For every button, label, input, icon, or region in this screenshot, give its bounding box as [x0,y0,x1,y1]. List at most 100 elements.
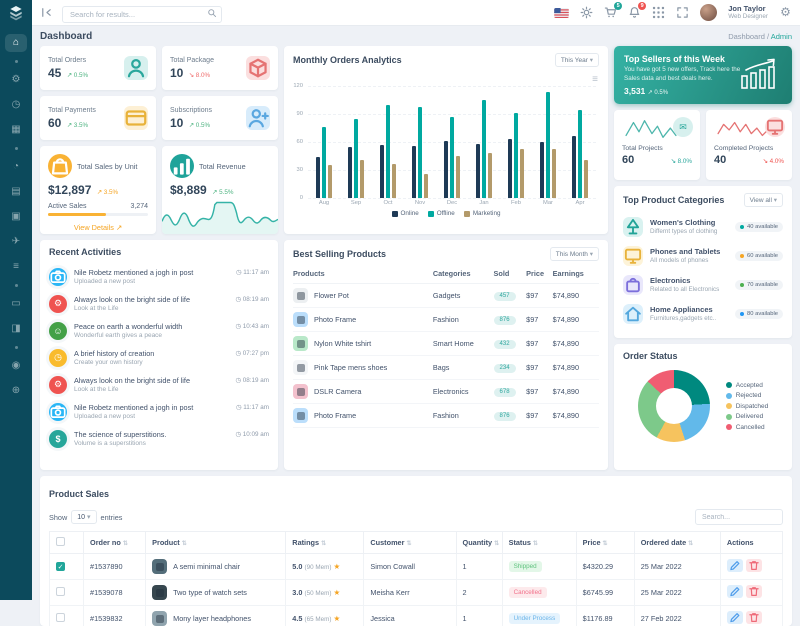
categories-filter-select[interactable]: View all ▾ [744,193,783,207]
table-search-input[interactable] [695,509,783,525]
apps-grid-icon[interactable] [652,6,665,19]
column-header[interactable]: Price⇅ [576,532,634,554]
bar-offline[interactable] [578,110,583,198]
bar-online[interactable] [476,144,481,198]
view-details-link[interactable]: View Details ↗ [48,223,148,232]
sidebar-item-settings[interactable]: ⚙ [5,71,27,89]
top-sellers-card[interactable]: Top Sellers of this Week You have got 5 … [614,46,792,104]
edit-button[interactable] [727,559,743,572]
legend-item[interactable]: Online [392,210,419,217]
sidebar-item-apps[interactable]: ▦ [5,121,27,139]
sidebar-item-home[interactable]: ⌂ [5,34,27,52]
column-header[interactable]: Categories [433,266,494,284]
column-header[interactable]: Products [293,266,433,284]
edit-button[interactable] [727,611,743,624]
activity-item[interactable]: $The science of superstitions.Volume is … [49,425,269,452]
app-logo-icon[interactable] [0,0,32,26]
breadcrumb-main[interactable]: Dashboard [728,32,765,41]
bar-marketing[interactable] [584,160,589,198]
column-header[interactable]: Status⇅ [502,532,576,554]
donut-legend-item[interactable]: Rejected [726,392,769,399]
column-header[interactable]: Ordered date⇅ [634,532,720,554]
theme-toggle-icon[interactable] [580,6,593,19]
legend-item[interactable]: Offline [428,210,455,217]
bar-offline[interactable] [322,127,327,198]
bar-online[interactable] [572,136,577,198]
sidebar-item-gallery[interactable]: ▤ [5,183,27,201]
bar-offline[interactable] [482,100,487,198]
cart-icon[interactable]: 5 [604,6,617,19]
column-header[interactable]: Customer⇅ [364,532,456,554]
delete-button[interactable] [746,585,762,598]
bar-offline[interactable] [450,117,455,198]
bar-online[interactable] [348,147,353,198]
user-menu[interactable]: Jon Taylor Web Designer [728,5,768,21]
legend-item[interactable]: Marketing [464,210,501,217]
bar-marketing[interactable] [360,160,365,198]
entries-select[interactable]: 10 ▾ [71,510,96,524]
row-checkbox[interactable] [56,613,65,622]
search-input[interactable] [62,6,222,23]
bar-offline[interactable] [418,107,423,198]
sidebar-item-tables[interactable]: ≡ [5,258,27,276]
bar-marketing[interactable] [520,149,525,198]
chart-period-select[interactable]: This Year ▾ [555,53,599,67]
column-header[interactable]: Ratings⇅ [286,532,364,554]
column-header[interactable]: Quantity⇅ [456,532,502,554]
bar-offline[interactable] [386,105,391,198]
bar-online[interactable] [316,157,321,198]
sidebar-item-globe[interactable]: ⊕ [5,382,27,400]
bar-online[interactable] [380,145,385,198]
column-header[interactable]: Price [526,266,552,284]
order-status-donut-chart[interactable] [638,370,710,442]
delete-button[interactable] [746,611,762,624]
bar-online[interactable] [444,141,449,198]
row-checkbox[interactable]: ✓ [56,562,65,571]
column-header[interactable]: Earnings [553,266,599,284]
select-all-checkbox[interactable] [56,537,65,546]
edit-button[interactable] [727,585,743,598]
fullscreen-icon[interactable] [676,6,689,19]
bar-marketing[interactable] [456,156,461,198]
sidebar-item-widgets[interactable]: ◨ [5,320,27,338]
donut-legend-item[interactable]: Dispatched [726,403,769,410]
user-avatar[interactable] [700,4,717,21]
bar-marketing[interactable] [328,165,333,198]
settings-gear-icon[interactable]: ⚙ [779,6,792,19]
bar-online[interactable] [540,142,545,198]
bar-marketing[interactable] [552,149,557,198]
delete-button[interactable] [746,559,762,572]
chart-menu-icon[interactable]: ≡ [592,74,598,85]
bar-online[interactable] [412,146,417,198]
best-selling-period-select[interactable]: This Month ▾ [550,247,599,261]
sidebar-item-documents[interactable]: ▭ [5,295,27,313]
sidebar-item-components[interactable]: ▣ [5,208,27,226]
column-header[interactable]: Product⇅ [146,532,286,554]
bar-marketing[interactable] [392,164,397,198]
bar-online[interactable] [508,139,513,198]
sidebar-item-clock[interactable]: ◷ [5,96,27,114]
bar-marketing[interactable] [424,174,429,198]
sidebar-item-send[interactable]: ✈ [5,233,27,251]
bar-marketing[interactable] [488,153,493,198]
column-header[interactable]: Sold [494,266,527,284]
